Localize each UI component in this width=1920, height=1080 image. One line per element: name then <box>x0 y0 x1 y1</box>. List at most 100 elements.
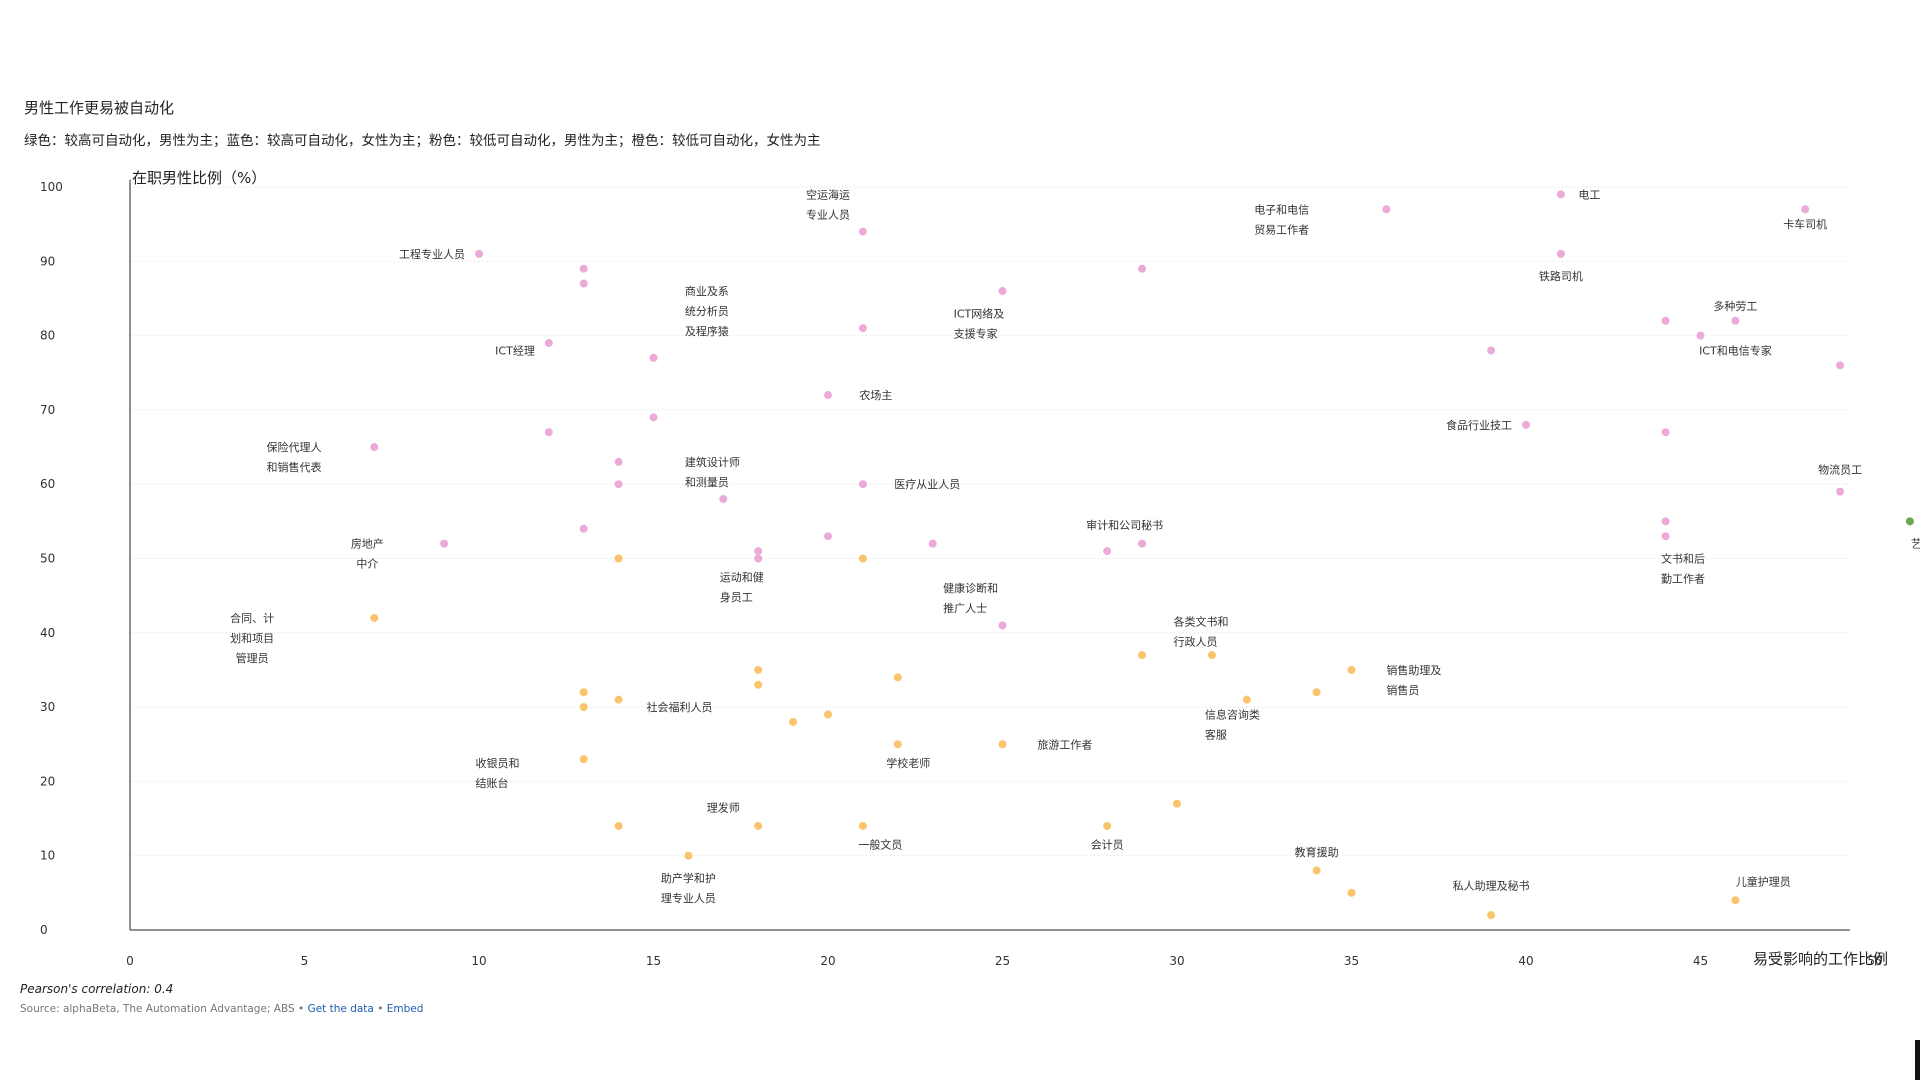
data-point-orange <box>754 680 763 689</box>
point-label: 私人助理及秘书 <box>1453 878 1530 892</box>
data-point-orange <box>579 755 588 764</box>
point-labels: 空运海运专业人员电子和电信贸易工作者电工卡车司机砖瓦匠和木匠和参与者木材工作者汽… <box>230 187 1920 905</box>
point-label: 商业及系统分析员及程序猿 <box>685 284 729 338</box>
point-label: 信息咨询类客服 <box>1205 708 1260 742</box>
data-point-pink <box>614 457 623 466</box>
point-label: 电子和电信贸易工作者 <box>1254 203 1309 236</box>
data-point-orange <box>858 554 867 563</box>
separator: • <box>377 1003 384 1015</box>
data-point-orange <box>1138 651 1147 660</box>
y-tick-label: 100 <box>40 180 63 194</box>
data-point-orange <box>1103 821 1112 830</box>
point-label: ICT网络及支援专家 <box>954 306 1005 340</box>
data-point-orange <box>1347 665 1356 674</box>
data-point-pink <box>544 428 553 437</box>
data-point-pink <box>649 353 658 362</box>
data-point-pink <box>858 324 867 333</box>
x-tick-label: 20 <box>820 954 835 968</box>
data-point-pink <box>1556 190 1565 199</box>
data-point-pink <box>1836 487 1845 496</box>
y-tick-label: 10 <box>40 849 55 863</box>
chart-subtitle: 绿色：较高可自动化，男性为主；蓝色：较高可自动化，女性为主；粉色：较低可自动化，… <box>24 133 821 149</box>
point-label: ICT经理 <box>495 344 535 357</box>
data-point-pink <box>1556 249 1565 258</box>
embed-link[interactable]: Embed <box>386 1003 424 1015</box>
data-point-pink <box>1661 428 1670 437</box>
data-point-pink <box>1522 420 1530 429</box>
data-points <box>370 190 1914 920</box>
data-point-pink <box>928 539 937 548</box>
data-point-orange <box>1347 888 1356 897</box>
source-line: Source: alphaBeta, The Automation Advant… <box>20 1003 423 1015</box>
point-label: 社会福利人员 <box>647 700 713 714</box>
x-tick-label: 5 <box>301 954 309 968</box>
point-label: 物流员工 <box>1818 462 1862 476</box>
page-edge-bar <box>1915 1040 1920 1080</box>
x-tick-label: 10 <box>471 954 486 968</box>
point-label: 各类文书和行政人员 <box>1174 615 1229 649</box>
data-point-pink <box>1661 532 1670 541</box>
point-label: 销售助理及销售员 <box>1386 663 1441 697</box>
data-point-orange <box>789 717 798 726</box>
x-axis-label: 易受影响的工作比例 <box>1753 950 1888 968</box>
data-point-pink <box>579 524 588 533</box>
point-label: 多种劳工 <box>1713 299 1757 313</box>
data-point-pink <box>649 413 658 422</box>
x-tick-label: 0 <box>126 954 134 968</box>
point-label: 医疗从业人员 <box>894 477 960 491</box>
data-point-pink <box>754 554 763 563</box>
data-point-pink <box>1801 205 1810 214</box>
data-point-orange <box>893 673 902 682</box>
x-tick-label: 30 <box>1169 954 1184 968</box>
point-label: 运动和健身员工 <box>720 571 764 604</box>
x-tick-label: 15 <box>646 954 661 968</box>
y-tick-label: 30 <box>40 700 55 714</box>
x-tick-label: 45 <box>1693 954 1708 968</box>
x-tick-label: 40 <box>1518 954 1533 968</box>
data-point-orange <box>1242 695 1251 704</box>
y-tick-label: 50 <box>40 552 55 566</box>
get-data-link[interactable]: Get the data <box>307 1003 374 1015</box>
y-tick-label: 0 <box>40 923 48 937</box>
tick-labels: 0 10 20 30 40 50 60 70 80 90 100 0 5 10 15 20 25 30 35 40 45… <box>40 180 1883 968</box>
y-tick-label: 40 <box>40 626 55 640</box>
data-point-orange <box>893 740 902 749</box>
y-tick-label: 90 <box>40 254 55 268</box>
point-label: 理发师 <box>707 800 740 814</box>
axes <box>129 179 1850 931</box>
data-point-pink <box>440 539 449 548</box>
data-point-pink <box>824 391 832 400</box>
data-point-orange <box>824 710 832 719</box>
y-tick-label: 70 <box>40 403 55 417</box>
y-tick-label: 60 <box>40 477 55 491</box>
data-point-pink <box>858 227 867 236</box>
point-label: 文书和后勤工作者 <box>1661 552 1705 586</box>
point-label: 铁路司机 <box>1539 269 1583 283</box>
data-point-pink <box>1138 539 1147 548</box>
data-point-orange <box>370 613 379 622</box>
point-label: 保险代理人和销售代表 <box>267 440 322 474</box>
gridlines <box>130 186 1850 857</box>
data-point-orange <box>754 821 763 830</box>
data-point-orange <box>1312 866 1321 875</box>
data-point-pink <box>719 495 728 504</box>
data-point-orange <box>684 851 693 860</box>
data-point-orange <box>1487 911 1496 920</box>
data-point-orange <box>998 740 1007 749</box>
data-point-pink <box>1661 316 1670 325</box>
point-label: 教育援助 <box>1295 845 1339 859</box>
point-label: 食品行业技工 <box>1446 418 1512 432</box>
data-point-pink <box>370 443 379 452</box>
data-point-pink <box>1836 361 1845 370</box>
data-point-orange <box>614 821 623 830</box>
point-label: 健康诊断和推广人士 <box>943 581 998 615</box>
data-point-pink <box>858 480 867 489</box>
point-label: 艺术家 <box>1911 537 1920 551</box>
data-point-orange <box>1173 799 1181 808</box>
point-label: 儿童护理员 <box>1736 875 1791 889</box>
data-point-pink <box>579 264 588 273</box>
data-point-pink <box>754 547 763 556</box>
data-point-pink <box>1138 264 1147 273</box>
point-label: 工程专业人员 <box>399 247 465 261</box>
